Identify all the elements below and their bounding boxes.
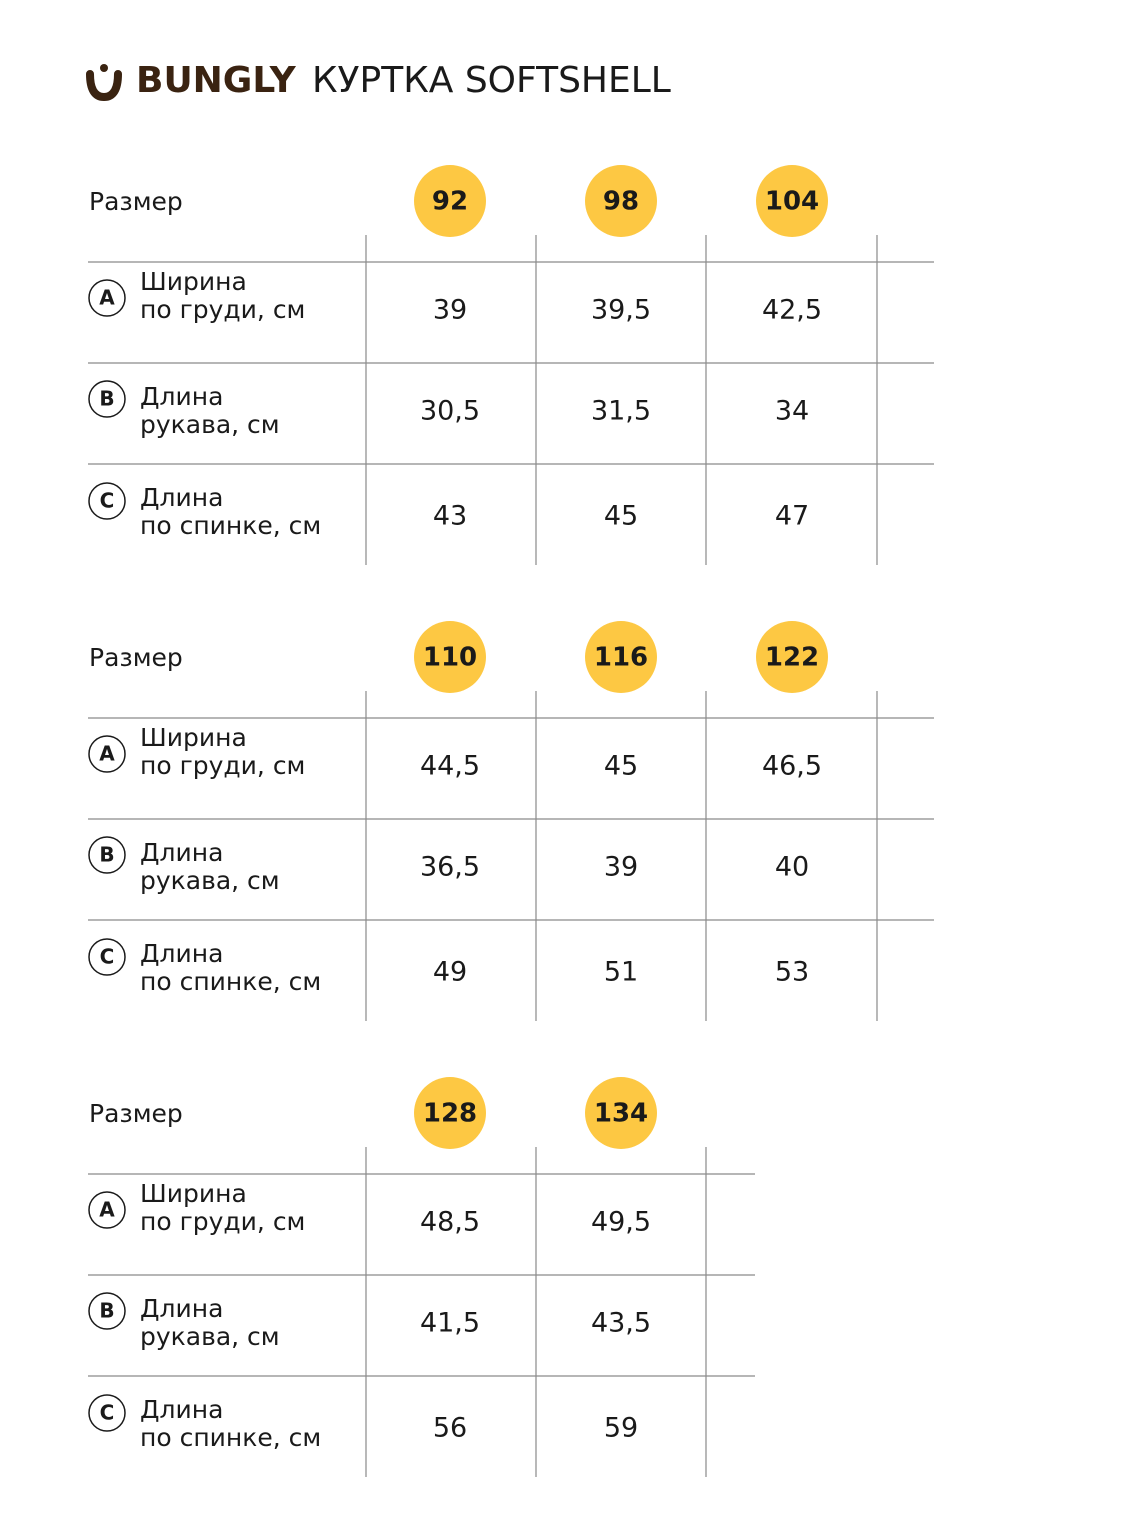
cell-value: 34 [775, 396, 809, 427]
row-label: по груди, см [140, 751, 305, 780]
row-letter: A [99, 1198, 115, 1222]
row-label: рукава, см [140, 1322, 280, 1351]
cell-value: 43,5 [591, 1308, 651, 1339]
cell-value: 36,5 [420, 852, 480, 883]
title: КУРТКА SOFTSHELL [312, 60, 671, 101]
cell-value: 47 [775, 501, 809, 532]
row-label: по спинке, см [140, 511, 321, 540]
letter-badge [88, 735, 126, 773]
row-label: Длина [140, 838, 223, 867]
size-value: 128 [423, 1099, 477, 1129]
size-value: 98 [603, 187, 639, 217]
cell-value: 41,5 [420, 1308, 480, 1339]
row-letter: B [99, 387, 114, 411]
size-value: 110 [423, 643, 477, 673]
row-letter: C [100, 1401, 115, 1425]
row-label: по груди, см [140, 295, 305, 324]
size-label: Размер [89, 1099, 183, 1128]
row-label: по груди, см [140, 1207, 305, 1236]
logo-icon [86, 64, 122, 102]
row-label: Длина [140, 382, 223, 411]
row-label: Ширина [140, 267, 247, 296]
row-letter: C [100, 945, 115, 969]
row-letter: B [99, 843, 114, 867]
cell-value: 39 [604, 852, 638, 883]
cell-value: 49,5 [591, 1207, 651, 1238]
size-value: 104 [765, 187, 819, 217]
row-label: рукава, см [140, 410, 280, 439]
size-badge [414, 165, 486, 237]
cell-value: 56 [433, 1413, 467, 1444]
row-label: Длина [140, 1395, 223, 1424]
cell-value: 59 [604, 1413, 638, 1444]
letter-badge [88, 380, 126, 418]
letter-badge [88, 1191, 126, 1229]
row-label: Длина [140, 1294, 223, 1323]
cell-value: 45 [604, 501, 638, 532]
cell-value: 39,5 [591, 295, 651, 326]
row-letter: B [99, 1299, 114, 1323]
row-letter: C [100, 489, 115, 513]
size-badge [756, 621, 828, 693]
row-label: Ширина [140, 723, 247, 752]
row-letter: A [99, 742, 115, 766]
row-letter: A [99, 286, 115, 310]
size-value: 122 [765, 643, 819, 673]
letter-badge [88, 938, 126, 976]
size-value: 116 [594, 643, 648, 673]
row-label: по спинке, см [140, 967, 321, 996]
brand: BUNGLY [136, 60, 297, 101]
size-value: 134 [594, 1099, 648, 1129]
size-badge [585, 1077, 657, 1149]
size-label: Размер [89, 643, 183, 672]
cell-value: 42,5 [762, 295, 822, 326]
size-badge [585, 621, 657, 693]
row-label: рукава, см [140, 866, 280, 895]
cell-value: 30,5 [420, 396, 480, 427]
letter-badge [88, 279, 126, 317]
size-badge [414, 621, 486, 693]
row-label: Длина [140, 483, 223, 512]
cell-value: 45 [604, 751, 638, 782]
size-badge [414, 1077, 486, 1149]
row-label: Ширина [140, 1179, 247, 1208]
cell-value: 40 [775, 852, 809, 883]
cell-value: 48,5 [420, 1207, 480, 1238]
size-badge [585, 165, 657, 237]
letter-badge [88, 1394, 126, 1432]
letter-badge [88, 482, 126, 520]
cell-value: 53 [775, 957, 809, 988]
size-label: Размер [89, 187, 183, 216]
cell-value: 46,5 [762, 751, 822, 782]
row-label: Длина [140, 939, 223, 968]
cell-value: 51 [604, 957, 638, 988]
letter-badge [88, 836, 126, 874]
size-badge [756, 165, 828, 237]
size-value: 92 [432, 187, 468, 217]
cell-value: 39 [433, 295, 467, 326]
row-label: по спинке, см [140, 1423, 321, 1452]
cell-value: 49 [433, 957, 467, 988]
letter-badge [88, 1292, 126, 1330]
cell-value: 44,5 [420, 751, 480, 782]
cell-value: 31,5 [591, 396, 651, 427]
cell-value: 43 [433, 501, 467, 532]
